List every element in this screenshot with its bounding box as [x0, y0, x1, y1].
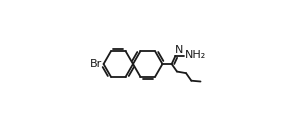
- Text: Br: Br: [90, 59, 103, 69]
- Text: NH₂: NH₂: [185, 50, 206, 60]
- Text: N: N: [175, 45, 183, 55]
